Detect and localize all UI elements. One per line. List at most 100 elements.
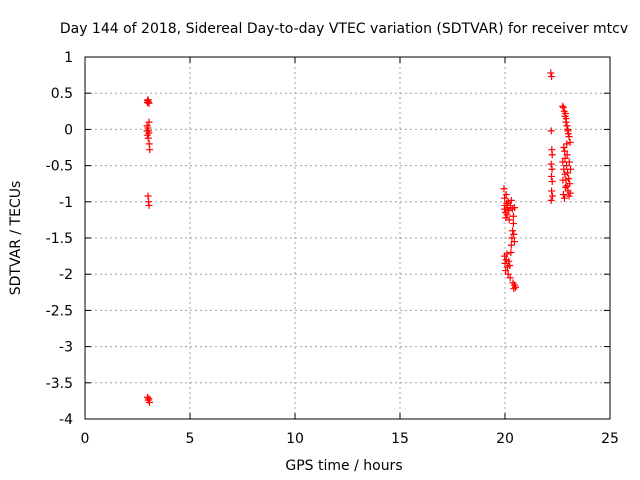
data-point xyxy=(509,227,517,235)
data-point xyxy=(505,216,513,224)
x-tick-label: 15 xyxy=(391,431,409,447)
data-point xyxy=(505,257,513,265)
data-point xyxy=(145,99,153,107)
data-point xyxy=(506,201,514,209)
data-point xyxy=(564,130,572,138)
data-point xyxy=(548,178,556,186)
data-point xyxy=(565,175,573,183)
x-tick-label: 5 xyxy=(186,431,195,447)
data-point xyxy=(504,270,512,278)
data-point xyxy=(500,185,508,193)
y-tick-label: 0.5 xyxy=(51,86,73,102)
data-point xyxy=(508,234,516,242)
data-point xyxy=(564,169,572,177)
data-point xyxy=(143,127,151,135)
x-tick-label: 25 xyxy=(601,431,619,447)
data-point xyxy=(145,395,153,403)
data-point xyxy=(561,109,569,117)
data-point xyxy=(566,138,574,146)
data-point xyxy=(559,158,567,166)
x-axis-label: GPS time / hours xyxy=(285,458,402,474)
data-point xyxy=(560,165,568,173)
data-point xyxy=(566,180,574,188)
data-point xyxy=(507,241,515,249)
data-point xyxy=(563,140,571,148)
data-point xyxy=(547,127,555,135)
data-point xyxy=(145,118,153,126)
data-point xyxy=(510,238,518,246)
data-point xyxy=(547,69,555,77)
data-point xyxy=(501,194,509,202)
data-point xyxy=(502,191,510,199)
data-point xyxy=(548,187,556,195)
data-point xyxy=(562,115,570,123)
data-point xyxy=(503,211,511,219)
data-point xyxy=(144,134,152,142)
data-point xyxy=(561,147,569,155)
data-point xyxy=(500,205,508,213)
data-point xyxy=(559,102,567,110)
data-point xyxy=(506,274,514,282)
y-axis-label: SDTVAR / TECUs xyxy=(8,181,24,296)
data-point xyxy=(510,285,518,293)
data-point xyxy=(548,165,556,173)
y-tick-label: -3.5 xyxy=(46,376,73,392)
data-point xyxy=(561,183,569,191)
data-point xyxy=(144,96,152,104)
data-point xyxy=(548,192,556,200)
data-point xyxy=(144,192,152,200)
data-point xyxy=(506,262,514,270)
data-point xyxy=(501,259,509,267)
data-point xyxy=(547,196,555,204)
data-point xyxy=(547,172,555,180)
data-point xyxy=(503,250,511,258)
data-point xyxy=(510,204,518,212)
data-point xyxy=(510,230,518,238)
y-tick-label: -2.5 xyxy=(46,303,73,319)
axis-ticks xyxy=(84,56,611,420)
y-tick-label: -0.5 xyxy=(46,159,73,175)
x-tick-label: 0 xyxy=(81,431,90,447)
data-point xyxy=(507,196,515,204)
data-point xyxy=(509,212,517,220)
data-point xyxy=(145,398,153,406)
data-point xyxy=(512,283,519,291)
data-point xyxy=(567,165,575,173)
data-point xyxy=(559,176,567,184)
y-tick-labels: 1 0.5 0 -0.5 -1 -1.5 -2 -2.5 -3 -3.5 -4 xyxy=(46,50,73,428)
x-tick-labels: 0 5 10 15 20 25 xyxy=(81,431,619,447)
data-point xyxy=(563,151,571,159)
data-point xyxy=(504,198,512,206)
data-point xyxy=(559,104,567,112)
data-point xyxy=(561,154,569,162)
y-tick-label: 0 xyxy=(64,122,73,138)
y-tick-label: -1.5 xyxy=(46,231,73,247)
data-points xyxy=(143,69,575,406)
data-point xyxy=(503,199,511,207)
chart-title: Day 144 of 2018, Sidereal Day-to-day VTE… xyxy=(60,21,628,37)
data-point xyxy=(560,144,568,151)
data-point xyxy=(146,146,154,154)
data-point xyxy=(547,160,555,168)
y-tick-label: -2 xyxy=(59,267,73,283)
data-point xyxy=(564,125,572,133)
data-point xyxy=(509,220,517,228)
data-point xyxy=(502,267,510,275)
data-point xyxy=(563,122,571,130)
x-tick-label: 10 xyxy=(286,431,304,447)
y-tick-label: -4 xyxy=(59,412,73,428)
data-point xyxy=(505,206,513,214)
y-tick-label: -3 xyxy=(59,340,73,356)
data-point xyxy=(145,201,153,209)
data-point xyxy=(560,194,568,202)
data-point xyxy=(559,191,567,199)
data-point xyxy=(548,73,556,81)
data-point xyxy=(566,189,574,197)
data-point xyxy=(563,162,571,170)
data-point xyxy=(565,158,573,166)
x-tick-label: 20 xyxy=(496,431,514,447)
data-point xyxy=(548,151,556,159)
y-tick-label: 1 xyxy=(64,50,73,66)
grid-lines xyxy=(85,57,610,419)
